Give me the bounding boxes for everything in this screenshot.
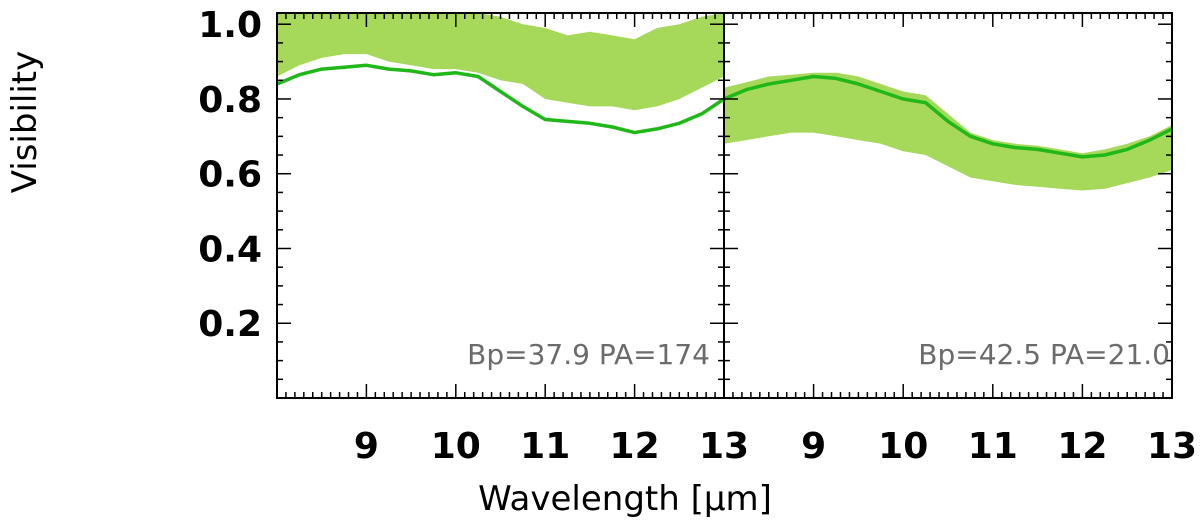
x-tick-label-right-12: 12 xyxy=(1057,426,1107,467)
y-tick-label-0.8: 0.8 xyxy=(198,80,262,121)
y-axis-title: Visibility xyxy=(5,51,45,194)
x-tick-label-left-11: 11 xyxy=(520,426,570,467)
data-band-left xyxy=(277,13,724,111)
x-tick-label-left-9: 9 xyxy=(354,426,379,467)
y-tick-label-0.4: 0.4 xyxy=(198,229,262,270)
x-tick-label-left-10: 10 xyxy=(431,426,481,467)
y-tick-label-0.2: 0.2 xyxy=(198,304,262,345)
x-tick-label-left-12: 12 xyxy=(610,426,660,467)
series-line-left xyxy=(277,63,724,135)
x-tick-label-right-11: 11 xyxy=(968,426,1018,467)
x-tick-label-right-10: 10 xyxy=(878,426,928,467)
annotation-left: Bp=37.9 PA=174 xyxy=(467,338,710,371)
x-tick-label-left-13: 13 xyxy=(699,426,749,467)
x-tick-label-right-9: 9 xyxy=(801,426,826,467)
y-tick-label-1.0: 1.0 xyxy=(198,5,262,46)
y-tick-label-0.6: 0.6 xyxy=(198,155,262,196)
panel-right: 9 10 11 12 13 Bp=42.5 PA=21.0 xyxy=(723,12,1197,467)
panel-left: 9 10 11 12 13 1.0 0.8 0.6 0.4 0.2 Bp=37.9 PA=174 xyxy=(198,5,749,467)
data-band-right xyxy=(724,72,1172,191)
x-tick-label-right-13: 13 xyxy=(1147,426,1197,467)
annotation-right: Bp=42.5 PA=21.0 xyxy=(918,338,1170,371)
series-line-right xyxy=(724,74,1172,159)
x-axis-title: Wavelength [μm] xyxy=(478,479,772,519)
